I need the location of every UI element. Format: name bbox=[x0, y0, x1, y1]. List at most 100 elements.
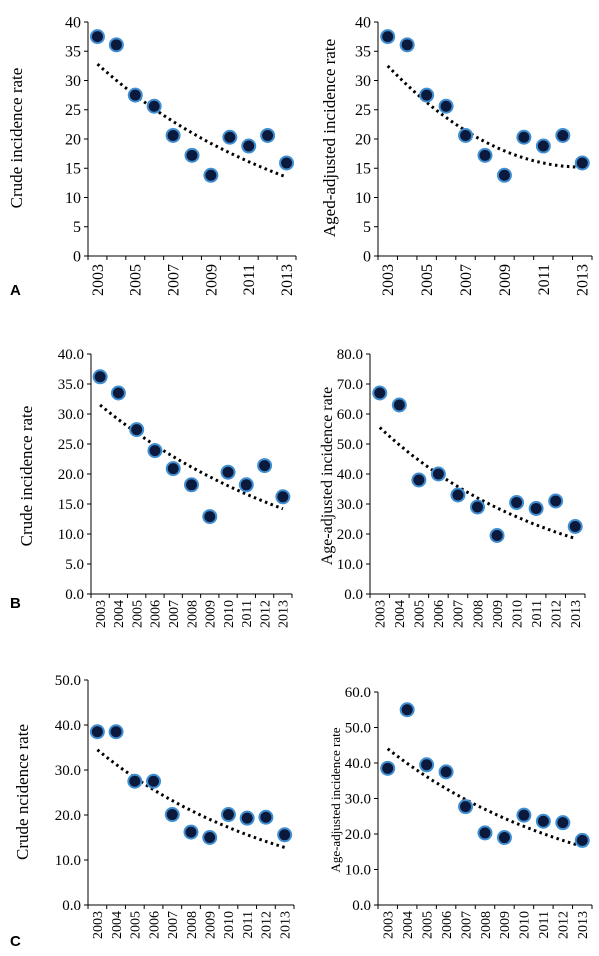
panel-label-c: C bbox=[10, 933, 21, 950]
y-tick-label: 0.0 bbox=[344, 587, 363, 603]
x-tick-label: 2009 bbox=[203, 911, 218, 939]
x-tick-label: 2012 bbox=[549, 600, 564, 628]
y-axis-label: Aged-adjusted incidence rate bbox=[320, 39, 339, 237]
x-tick-label: 2011 bbox=[536, 264, 553, 295]
data-point bbox=[555, 127, 571, 143]
data-point bbox=[202, 830, 218, 845]
y-tick-label: 30 bbox=[355, 73, 371, 90]
x-tick-label: 2010 bbox=[222, 911, 237, 939]
data-point bbox=[438, 98, 454, 114]
x-tick-label: 2005 bbox=[128, 264, 145, 296]
y-tick-label: 30.0 bbox=[55, 763, 81, 779]
data-point bbox=[165, 127, 181, 143]
x-tick-label: 2004 bbox=[112, 600, 127, 628]
data-point bbox=[574, 155, 590, 171]
data-point bbox=[528, 501, 544, 516]
data-point bbox=[241, 138, 257, 154]
y-tick-label: 50.0 bbox=[337, 437, 363, 453]
data-point bbox=[279, 155, 295, 171]
data-point bbox=[438, 764, 454, 780]
y-tick-label: 50.0 bbox=[345, 721, 371, 737]
y-tick-label: 40.0 bbox=[337, 467, 363, 483]
x-tick-label: 2008 bbox=[185, 600, 200, 628]
y-tick-label: 5 bbox=[363, 219, 371, 236]
x-tick-label: 2009 bbox=[497, 264, 514, 296]
y-tick-label: 0 bbox=[73, 248, 81, 265]
data-point bbox=[89, 724, 105, 740]
y-tick-label: 10.0 bbox=[345, 863, 371, 879]
y-tick-label: 15 bbox=[65, 161, 81, 178]
data-point bbox=[574, 832, 590, 848]
data-point bbox=[146, 98, 162, 114]
y-tick-label: 40 bbox=[355, 14, 371, 31]
x-tick-label: 2007 bbox=[452, 600, 467, 628]
y-tick-label: 20.0 bbox=[58, 467, 84, 483]
x-tick-label: 2010 bbox=[222, 600, 237, 628]
y-tick-label: 40.0 bbox=[345, 756, 371, 772]
x-tick-label: 2012 bbox=[557, 911, 572, 939]
data-point bbox=[458, 799, 474, 815]
data-point bbox=[419, 757, 435, 773]
y-tick-label: 35 bbox=[355, 44, 371, 61]
y-tick-label: 20.0 bbox=[55, 808, 81, 824]
y-axis-label: Age-adjusted incidence rate bbox=[328, 727, 343, 872]
trendline bbox=[386, 747, 583, 848]
data-point bbox=[164, 807, 180, 823]
data-point bbox=[372, 385, 388, 401]
y-tick-label: 10.0 bbox=[337, 557, 363, 573]
y-tick-label: 20.0 bbox=[337, 527, 363, 543]
x-tick-label: 2003 bbox=[380, 264, 397, 296]
y-tick-label: 60.0 bbox=[345, 685, 371, 701]
panel-label-b: B bbox=[10, 595, 21, 612]
x-tick-label: 2005 bbox=[413, 600, 428, 628]
y-tick-label: 5 bbox=[73, 219, 81, 236]
y-tick-label: 10.0 bbox=[55, 853, 81, 869]
y-tick-label: 50.0 bbox=[55, 673, 81, 689]
x-tick-label: 2003 bbox=[94, 600, 109, 628]
data-point bbox=[470, 499, 485, 515]
y-tick-label: 5.0 bbox=[65, 557, 84, 573]
data-point bbox=[108, 37, 124, 53]
data-point bbox=[203, 167, 219, 183]
data-point bbox=[399, 37, 415, 53]
data-point bbox=[260, 127, 276, 143]
chart-a-age-adjusted: 0 5 10 15 20 25 30 35 40 2003 2005 2007 2009 2011 2013… bbox=[320, 14, 593, 296]
trendline bbox=[99, 403, 284, 511]
x-tick-label: 2011 bbox=[240, 600, 255, 627]
data-point bbox=[535, 138, 551, 154]
data-point bbox=[127, 773, 143, 789]
x-tick-label: 2005 bbox=[419, 264, 436, 296]
data-point bbox=[509, 495, 525, 510]
trendline bbox=[96, 62, 288, 179]
data-point bbox=[275, 489, 291, 505]
x-tick-label: 2013 bbox=[576, 911, 591, 939]
chart-c-crude: 0.0 10.0 20.0 30.0 40.0 50.0 2003 2004 2005 2006 2… bbox=[13, 673, 295, 939]
x-tick-label: 2003 bbox=[381, 911, 396, 939]
trendline bbox=[378, 426, 576, 540]
x-tick-label: 2009 bbox=[204, 600, 219, 628]
data-point bbox=[380, 29, 396, 45]
y-axis-label: Age-adjusted incidence rate bbox=[319, 387, 336, 566]
x-tick-label: 2003 bbox=[90, 264, 107, 296]
chart-a-crude: 0 5 10 15 20 25 30 35 40 2003 2005 2007 2009 2011 2013… bbox=[7, 14, 297, 296]
chart-c-age-adjusted: 0.0 10.0 20.0 30.0 40.0 50.0 60.0 2003 2004 2005 2… bbox=[328, 685, 593, 939]
data-point bbox=[108, 724, 124, 740]
y-tick-label: 20.0 bbox=[345, 827, 371, 843]
data-point bbox=[567, 519, 583, 534]
data-point bbox=[391, 397, 407, 413]
data-point bbox=[183, 824, 199, 840]
x-tick-label: 2007 bbox=[459, 911, 474, 939]
x-tick-label: 2006 bbox=[147, 911, 162, 939]
data-point bbox=[411, 472, 427, 488]
trendline bbox=[386, 64, 583, 169]
x-tick-label: 2005 bbox=[420, 911, 435, 939]
data-point bbox=[147, 443, 163, 459]
y-tick-label: 70.0 bbox=[337, 377, 363, 393]
x-tick-label: 2006 bbox=[440, 911, 455, 939]
data-point bbox=[92, 369, 108, 385]
data-point bbox=[419, 87, 435, 103]
x-tick-label: 2007 bbox=[166, 264, 183, 296]
x-tick-label: 2005 bbox=[130, 600, 145, 628]
